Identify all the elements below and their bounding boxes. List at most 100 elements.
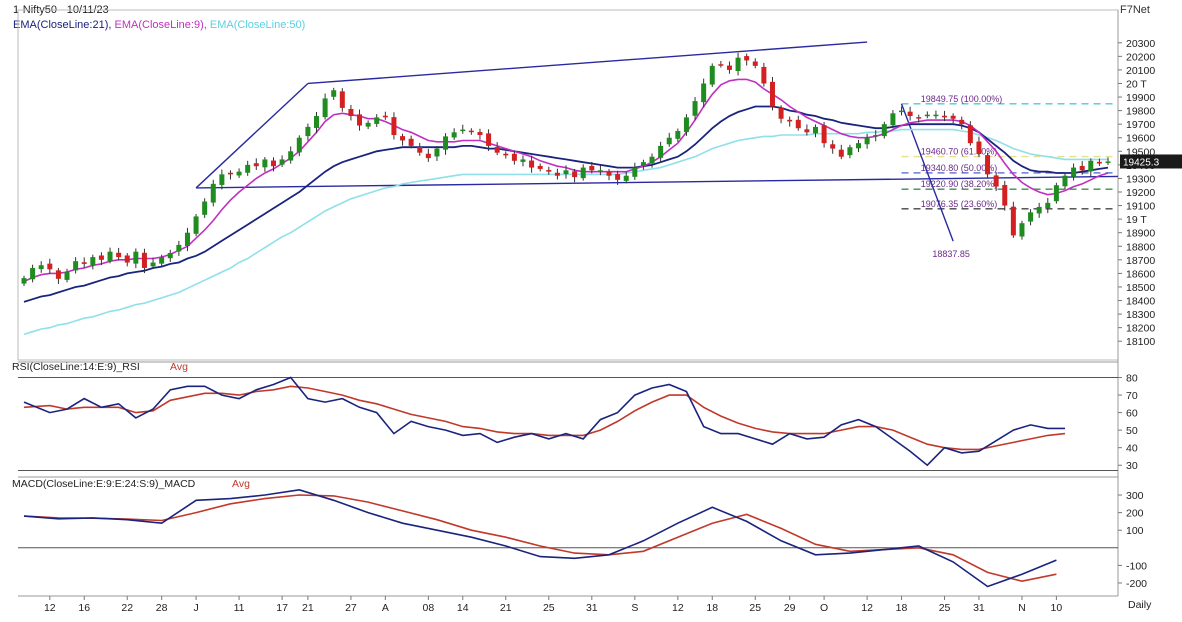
candle-body: [580, 167, 586, 179]
candle-body: [761, 66, 767, 84]
price-y-tick-label: 18400: [1126, 296, 1155, 308]
candle-body: [864, 137, 870, 145]
candle-body: [778, 107, 784, 119]
candle-body: [838, 149, 844, 157]
rsi-y-tick-label: 60: [1126, 408, 1138, 420]
candle-body: [253, 163, 259, 167]
candle-body: [64, 272, 70, 280]
candle-body: [262, 159, 268, 168]
candle-body: [744, 56, 750, 61]
x-tick-label: 16: [78, 602, 90, 614]
candle-body: [718, 64, 724, 66]
candle-body: [159, 257, 165, 264]
candle-body: [1105, 161, 1111, 163]
candle-body: [1053, 185, 1059, 202]
x-tick-label: 27: [345, 602, 357, 614]
price-y-tick-label: 18300: [1126, 309, 1155, 321]
candle-body: [649, 156, 655, 164]
price-y-tick-label: 19700: [1126, 119, 1155, 131]
candle-body: [150, 262, 156, 267]
candle-body: [193, 216, 199, 234]
price-y-tick-label: 18700: [1126, 255, 1155, 267]
candle-body: [141, 252, 147, 268]
candle-body: [133, 251, 139, 264]
last-price-label: 19425.3: [1123, 157, 1160, 168]
ema21-line: [23, 105, 1109, 303]
macd-y-tick-label: 200: [1126, 508, 1144, 520]
x-tick-label: 14: [457, 602, 469, 614]
macd-avg-legend: Avg: [232, 478, 250, 490]
candle-body: [666, 137, 672, 145]
candle-body: [494, 146, 500, 153]
candle-body: [658, 145, 664, 158]
price-y-tick-label: 18200: [1126, 323, 1155, 335]
rsi-line: [23, 376, 1065, 467]
candle-body: [477, 132, 483, 136]
last-price-badge: [1120, 154, 1182, 169]
candle-body: [1019, 223, 1025, 237]
candle-body: [365, 122, 371, 127]
fib-level-label: 19340.80 (50.00%): [921, 163, 998, 173]
ema9-legend: EMA(CloseLine:9),: [114, 19, 207, 31]
candle-body: [554, 172, 560, 176]
candle-body: [408, 138, 414, 146]
candle-body: [339, 91, 345, 108]
candle-body: [382, 115, 388, 118]
candle-body: [81, 262, 87, 264]
candle-body: [73, 261, 79, 271]
candle-body: [924, 114, 930, 117]
candle-body: [443, 136, 449, 150]
candle-body: [683, 117, 689, 133]
macd-y-tick-label: 300: [1126, 490, 1144, 502]
candle-body: [348, 108, 354, 117]
fib-level-label: 19460.70 (61.80%): [921, 147, 998, 157]
candle-body: [1096, 161, 1102, 164]
rsi-y-tick-label: 50: [1126, 425, 1138, 437]
candle-body: [331, 90, 337, 97]
support-trendline: [196, 175, 1119, 189]
price-y-tick-label: 20200: [1126, 51, 1155, 63]
candle-body: [563, 170, 569, 175]
macd-avg-line: [23, 494, 1057, 583]
x-tick-label: S: [631, 602, 638, 614]
candle-body: [632, 167, 638, 177]
candle-body: [537, 165, 543, 169]
candle-body: [856, 143, 862, 149]
candle-body: [615, 174, 621, 180]
candle-body: [425, 153, 431, 159]
candle-body: [1071, 167, 1077, 177]
candle-body: [30, 267, 36, 280]
candle-body: [950, 115, 956, 119]
x-tick-label: 25: [939, 602, 951, 614]
candle-body: [55, 270, 61, 279]
fib-level-label: 19076.35 (23.60%): [921, 199, 998, 209]
candle-body: [357, 114, 363, 126]
candle-body: [520, 159, 526, 162]
candle-body: [486, 133, 492, 146]
rsi-avg-legend: Avg: [170, 361, 188, 373]
candle-body: [245, 164, 251, 173]
x-tick-label: 12: [672, 602, 684, 614]
price-y-tick-label: 18600: [1126, 268, 1155, 280]
candle-body: [400, 136, 406, 141]
rsi-y-tick-label: 30: [1126, 460, 1138, 472]
rsi-y-tick-label: 70: [1126, 390, 1138, 402]
x-tick-label: 21: [302, 602, 314, 614]
price-y-tick-label: 20300: [1126, 38, 1155, 50]
ema50-line: [23, 128, 1108, 336]
rsi-avg-line: [23, 385, 1066, 451]
candle-body: [107, 251, 113, 261]
candle-body: [804, 129, 810, 133]
candle-body: [417, 146, 423, 153]
candle-body: [873, 135, 879, 137]
price-y-tick-label: 19200: [1126, 187, 1155, 199]
candle-body: [795, 119, 801, 129]
candle-body: [219, 174, 225, 185]
x-tick-label: 29: [784, 602, 796, 614]
candle-body: [90, 257, 96, 265]
candle-body: [1079, 165, 1085, 171]
x-axis-label: Daily: [1128, 599, 1152, 611]
candle-body: [830, 144, 836, 149]
price-y-tick-label: 19300: [1126, 173, 1155, 185]
macd-line: [23, 488, 1057, 588]
